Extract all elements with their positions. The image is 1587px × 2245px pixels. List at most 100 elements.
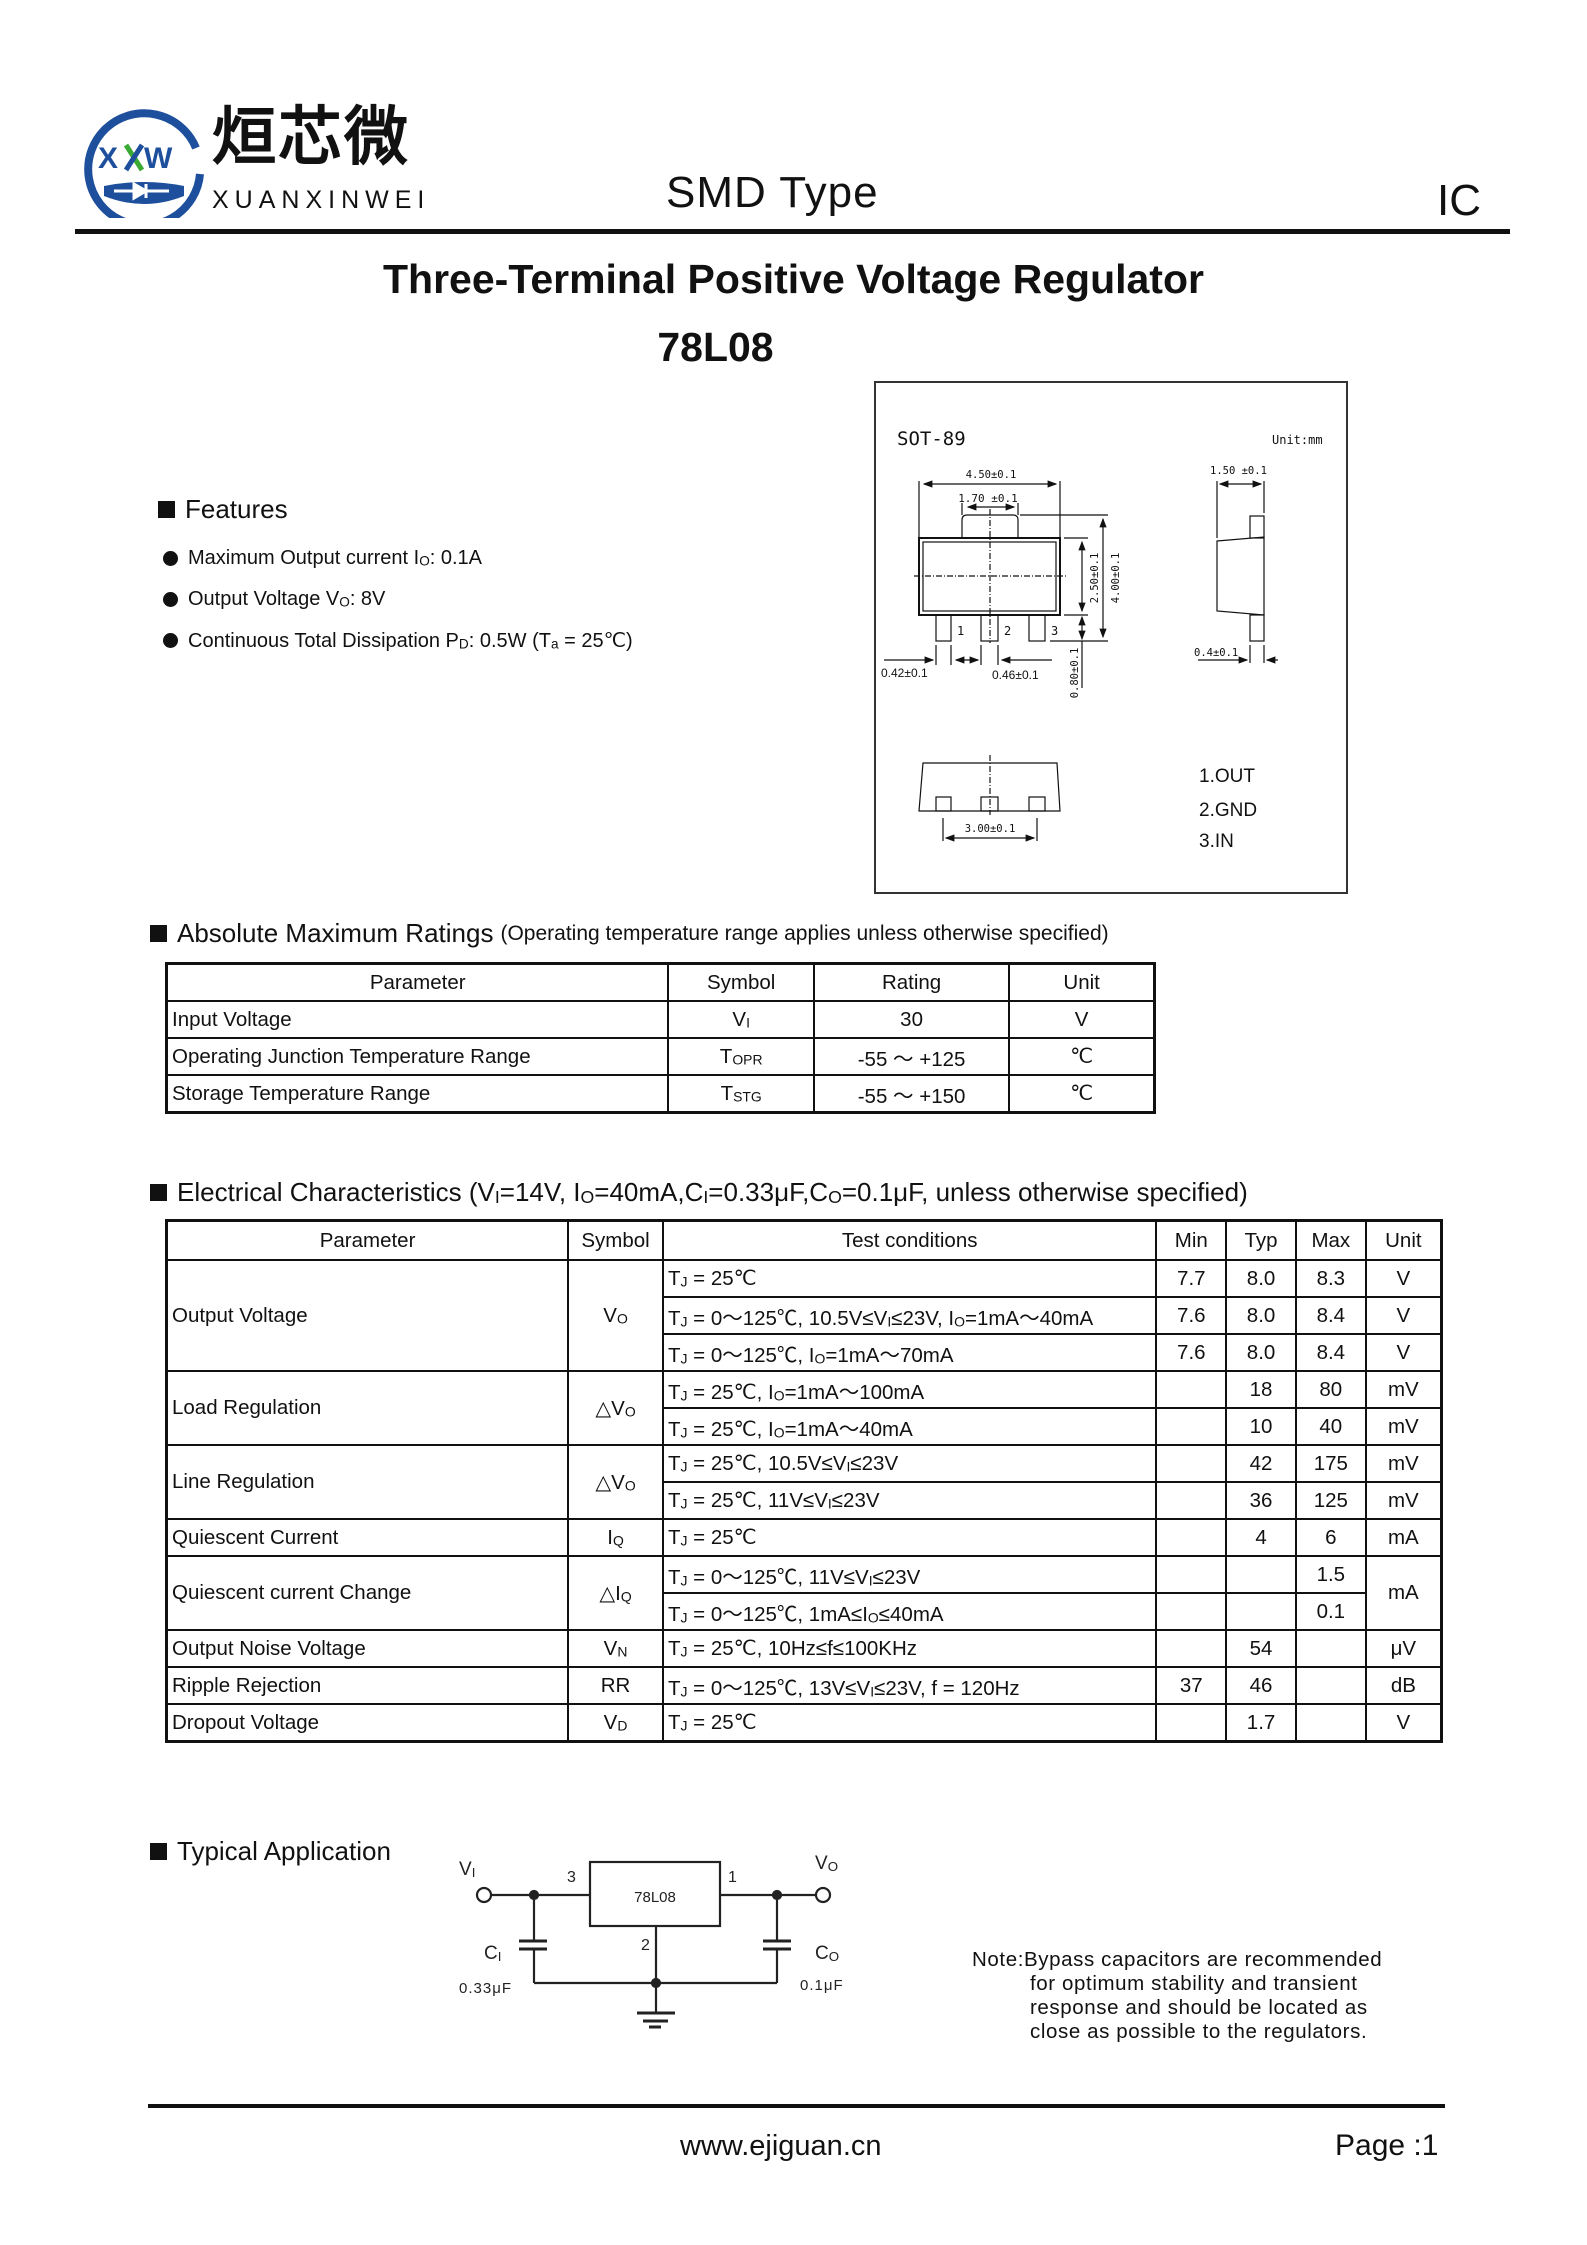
text: V [603, 1303, 617, 1327]
column-header: Rating [812, 962, 1011, 1002]
dim-1-70: 1.70 ±0.1 [958, 492, 1018, 505]
symbol-cell: TOPR [667, 1037, 815, 1076]
parameter-cell: Input Voltage [165, 1000, 670, 1039]
text: ≤40mA [878, 1602, 944, 1626]
dim-1-50: 1.50 ±0.1 [1210, 465, 1267, 477]
table-row: Operating Junction Temperature Range TOPR… [165, 1037, 1156, 1076]
ground-icon [637, 2011, 675, 2029]
unit-cell: mV [1364, 1481, 1443, 1520]
table-row: Input Voltage VI 30 V [165, 1000, 1156, 1039]
rating-cell: -55 ～ +125 [812, 1037, 1011, 1076]
text: = 25℃, I [687, 1380, 774, 1404]
subscript: J [680, 1495, 688, 1512]
subscript: O [828, 1186, 842, 1207]
pin-gnd-label: 2 [641, 1937, 650, 1954]
column-header: Parameter [165, 962, 670, 1002]
feature-item: Output Voltage VO: 8V [163, 579, 633, 620]
square-bullet-icon [150, 925, 167, 942]
typ-cell: 36 [1225, 1481, 1297, 1520]
unit-cell: ℃ [1008, 1074, 1156, 1114]
co-value: 0.1μF [800, 1977, 844, 1994]
parameter-cell: Output Voltage [165, 1259, 570, 1372]
column-header: Parameter [165, 1219, 570, 1261]
text: =14V, I [499, 1177, 581, 1207]
text: =1mA～70mA [825, 1343, 954, 1367]
table-header-row: Parameter Symbol Rating Unit [165, 962, 1156, 1002]
typ-cell: 8.0 [1225, 1296, 1297, 1335]
text: I [607, 1525, 613, 1549]
parameter-cell: Load Regulation [165, 1370, 570, 1446]
subscript: I [498, 1949, 502, 1964]
subscript: O [419, 553, 430, 569]
parameter-cell: Storage Temperature Range [165, 1074, 670, 1114]
text: T [667, 1637, 681, 1660]
text: V [815, 1853, 828, 1874]
vi-label: VI [459, 1859, 475, 1880]
condition-cell: TJ = 25℃ [661, 1518, 1158, 1557]
ci-value: 0.33μF [459, 1980, 512, 1997]
svg-text:X: X [98, 142, 118, 175]
min-cell [1155, 1555, 1228, 1594]
feature-text: Output Voltage VO: 8V [188, 588, 385, 611]
min-cell: 7.6 [1155, 1296, 1228, 1335]
doc-category: IC [1437, 176, 1481, 225]
feature-item: Maximum Output current IO: 0.1A [163, 538, 633, 579]
text: =1mA～40mA [784, 1417, 913, 1441]
typ-cell: 10 [1225, 1407, 1297, 1446]
text: C [815, 1943, 829, 1964]
text: =0.1μF, unless otherwise specified) [841, 1177, 1248, 1207]
symbol-cell: VO [567, 1259, 664, 1372]
symbol-cell: VD [567, 1703, 664, 1743]
typ-cell: 1.7 [1225, 1703, 1297, 1743]
max-cell [1294, 1629, 1367, 1668]
text: = 0～125℃, 1mA≤I [687, 1602, 868, 1626]
subscript: J [680, 1643, 688, 1660]
logo-english: XUANXINWEI [212, 186, 431, 214]
text: T [667, 1306, 681, 1330]
subscript: I [868, 1571, 873, 1588]
symbol-cell: △VO [567, 1370, 664, 1446]
symbol-cell: △IQ [567, 1555, 664, 1631]
table-row: Load Regulation △VO TJ = 25℃, IO=1mA～100mA… [165, 1370, 1443, 1446]
max-cell: 125 [1294, 1481, 1367, 1520]
subscript: O [814, 1349, 826, 1366]
electrical-table: Parameter Symbol Test conditions Min Typ Max U… [165, 1219, 1443, 1743]
text: = 25℃, 10.5V≤V [687, 1452, 847, 1475]
column-header: Symbol [567, 1219, 664, 1261]
features-heading: Features [158, 494, 288, 525]
text: ≤23V [850, 1452, 899, 1475]
unit-cell: V [1364, 1296, 1443, 1335]
rating-cell: -55 ～ +150 [812, 1074, 1011, 1114]
table-row: TJ = 0～125℃, 1mA≤IO≤40mA 0.1 [167, 1592, 1442, 1631]
text: = 0～125℃, 13V≤V [687, 1676, 871, 1700]
text: △V [595, 1470, 625, 1494]
unit-cell: μV [1364, 1629, 1443, 1668]
text: T [667, 1676, 681, 1700]
square-bullet-icon [150, 1184, 167, 1201]
subscript: O [828, 1859, 838, 1874]
footer-url[interactable]: www.ejiguan.cn [680, 2130, 882, 2162]
table-row: Ripple Rejection RR TJ = 0～125℃, 13V≤VI≤23… [165, 1666, 1443, 1705]
text: =40mA,C [594, 1177, 704, 1207]
text: C [484, 1943, 498, 1964]
condition-cell: TJ = 0～125℃, 11V≤VI≤23V [661, 1555, 1158, 1594]
text: = 25℃, I [687, 1417, 774, 1441]
symbol-cell: VI [667, 1000, 815, 1039]
text: △I [599, 1581, 621, 1605]
table-row: TJ = 25℃, 11V≤VI≤23V 36 125 mV [167, 1481, 1443, 1520]
subscript: J [680, 1532, 688, 1549]
text: = 25℃ [687, 1711, 757, 1734]
bullet-icon [163, 633, 178, 648]
features-heading-text: Features [185, 494, 288, 524]
parameter-cell: Output Noise Voltage [165, 1629, 570, 1668]
unit-cell: V [1364, 1333, 1443, 1372]
parameter-cell: Ripple Rejection [165, 1666, 570, 1705]
typ-cell: 46 [1225, 1666, 1297, 1705]
symbol-cell: VN [567, 1629, 664, 1668]
dim-4-00: 4.00±0.1 [1110, 553, 1122, 604]
typ-cell [1225, 1592, 1297, 1631]
unit-cell: mA [1364, 1555, 1443, 1631]
dim-4-50: 4.50±0.1 [966, 469, 1017, 481]
text: =1mA～100mA [784, 1380, 925, 1404]
unit-cell: mV [1364, 1444, 1443, 1483]
